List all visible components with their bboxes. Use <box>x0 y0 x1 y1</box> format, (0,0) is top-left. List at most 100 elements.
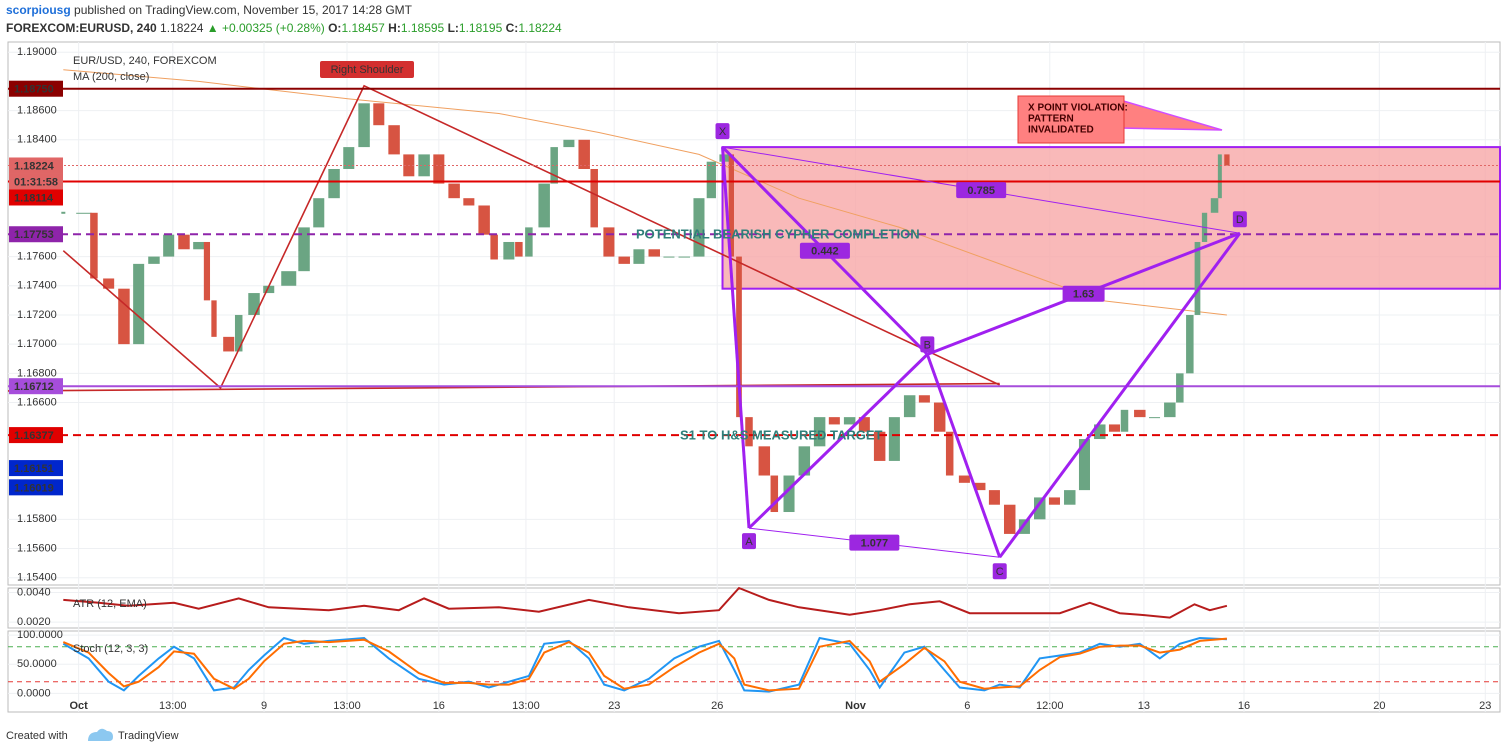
right-shoulder: Right Shoulder <box>331 64 404 76</box>
ratio-box <box>956 182 1007 199</box>
h-label: H: <box>388 21 401 35</box>
callout-box <box>1017 95 1125 144</box>
symbol-line: FOREXCOM:EURUSD, 240 1.18224 ▲ +0.00325 … <box>6 21 562 35</box>
candle <box>358 103 370 148</box>
candle <box>525 227 533 257</box>
symbol: FOREXCOM:EURUSD, 240 <box>6 21 157 35</box>
candle <box>973 482 986 491</box>
y-tick-label: 1.18400 <box>17 134 57 146</box>
y-tick-label: 50.0000 <box>17 658 57 670</box>
x-tick-label: 20 <box>1373 700 1385 712</box>
candle <box>118 288 130 345</box>
candle <box>1176 373 1184 403</box>
y-tick-label: 1.15800 <box>17 513 57 525</box>
candle <box>373 103 385 126</box>
candle <box>76 212 92 214</box>
x-tick-label: 23 <box>1479 700 1491 712</box>
ratio-label: 1.077 <box>861 538 889 550</box>
candle <box>163 234 175 257</box>
x-tick-label: 13 <box>1138 700 1150 712</box>
candle <box>798 446 811 476</box>
ratio-box <box>799 242 850 259</box>
candle <box>1134 409 1146 418</box>
candle <box>728 154 734 257</box>
candle <box>813 417 826 447</box>
candle <box>1094 424 1106 440</box>
candle <box>745 417 753 447</box>
price-flag-label: 1.16377 <box>14 430 54 442</box>
candle <box>1064 490 1076 505</box>
o-value: 1.18457 <box>341 21 385 35</box>
candle <box>193 241 205 250</box>
y-tick-label: 1.15600 <box>17 542 57 554</box>
point-box <box>920 336 935 353</box>
candle <box>1148 417 1161 419</box>
point-label: B <box>924 339 931 351</box>
price-flag-label: 1.17753 <box>14 229 54 241</box>
point-box <box>715 123 730 140</box>
candle <box>736 256 742 418</box>
x-tick-label: 12:00 <box>1036 700 1064 712</box>
candle <box>706 161 716 199</box>
y-tick-label: 1.16600 <box>17 396 57 408</box>
brand[interactable]: TradingView <box>118 730 179 742</box>
candle <box>234 314 243 352</box>
candle <box>343 147 355 169</box>
x-tick-label: 23 <box>608 700 620 712</box>
author[interactable]: scorpiousg <box>6 3 71 17</box>
candle <box>1164 402 1176 418</box>
ma-line <box>63 69 1227 316</box>
candle <box>1120 409 1129 432</box>
plot: Oct 13:00 9 13:00 16 13:00 23 26 Nov 6 12:00 13 16 20… <box>7 41 1501 713</box>
y-tick-label: 0.0020 <box>17 616 51 628</box>
candle <box>448 183 460 199</box>
price-flag-label: 1.18750 <box>14 84 54 96</box>
candle <box>783 475 795 513</box>
candle <box>770 475 779 513</box>
price-flag <box>9 479 63 496</box>
candle <box>843 417 856 425</box>
ratio-label: 1.63 <box>1073 289 1094 301</box>
candle <box>1034 497 1046 520</box>
candle <box>203 241 211 301</box>
candle <box>248 293 260 315</box>
price-flag-label: 1.16151 <box>14 463 54 475</box>
candle <box>945 431 954 476</box>
candle <box>873 431 886 461</box>
x-tick-label: 13:00 <box>512 700 540 712</box>
pane <box>7 41 1501 586</box>
trendline <box>62 84 1001 390</box>
indicator-line <box>62 637 1227 692</box>
pattern-leg <box>721 146 751 529</box>
candle <box>1217 154 1222 199</box>
target-note: S1 TO H&S MEASURED TARGET <box>680 427 883 442</box>
candle <box>281 271 297 286</box>
candle <box>648 249 660 257</box>
candle <box>858 417 870 432</box>
violation-note: INVALIDATED <box>1028 125 1094 136</box>
candle <box>1018 519 1030 534</box>
y-tick-label: 1.17000 <box>17 338 57 350</box>
point-label: A <box>745 536 753 548</box>
violation-note: PATTERN <box>1028 114 1074 125</box>
y-tick-label: 1.17200 <box>17 309 57 321</box>
candle <box>1224 154 1230 166</box>
x-tick-label: 6 <box>964 700 970 712</box>
x-tick-label: 13:00 <box>333 700 361 712</box>
candle <box>490 234 498 260</box>
y-tick-label: 1.18600 <box>17 105 57 117</box>
price-flag <box>9 460 63 477</box>
price-flag <box>9 157 63 174</box>
y-tick-label: 1.16800 <box>17 367 57 379</box>
y-tick-label: 0.0000 <box>17 687 51 699</box>
x-tick-label: 16 <box>1238 700 1250 712</box>
o-label: O: <box>328 21 341 35</box>
l-value: 1.18195 <box>459 21 503 35</box>
candle <box>103 278 115 289</box>
candle <box>758 446 771 476</box>
candle <box>918 395 930 403</box>
c-label: C: <box>506 21 519 35</box>
candle <box>663 256 675 258</box>
candle <box>578 139 590 169</box>
